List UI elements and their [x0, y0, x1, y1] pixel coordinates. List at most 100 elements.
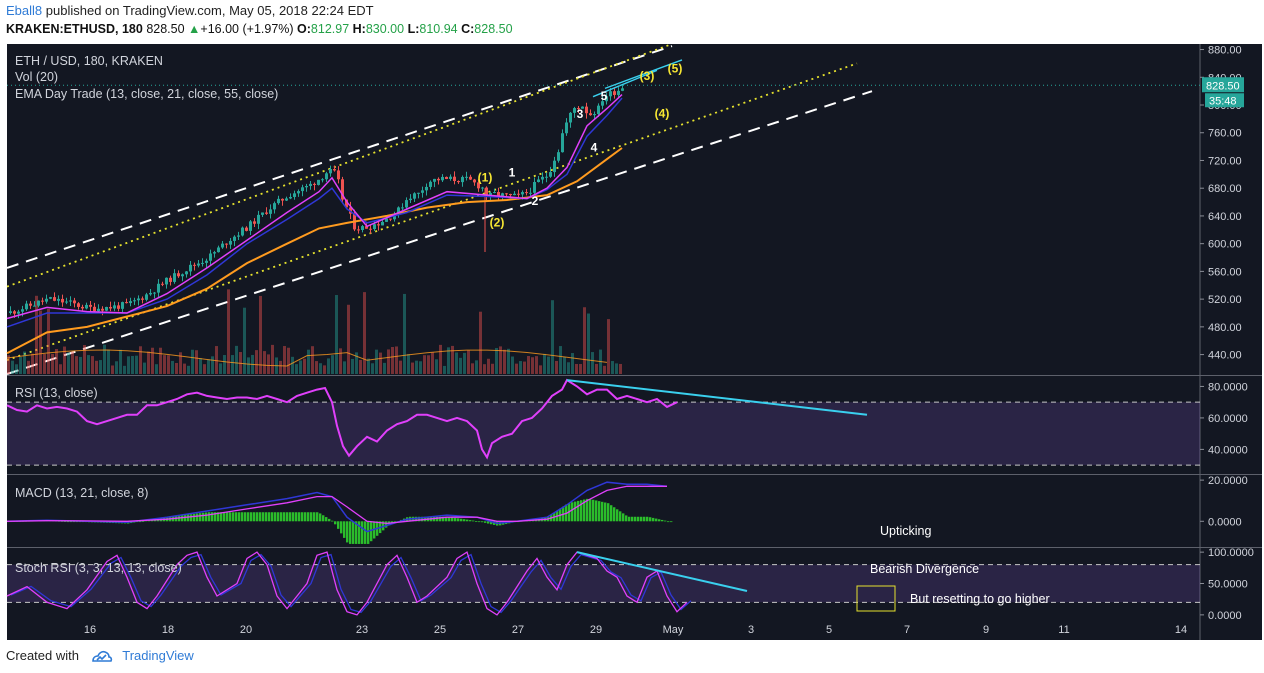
- macd-tick-label: 20.0000: [1208, 475, 1248, 487]
- macd-hist-bar: [355, 521, 358, 544]
- wave-label: 2: [532, 194, 539, 208]
- candle-body: [161, 283, 164, 285]
- macd-hist-bar: [571, 502, 574, 522]
- candle-body: [521, 192, 524, 195]
- volume-bar: [7, 355, 10, 374]
- macd-hist-bar: [217, 512, 220, 522]
- volume-bar: [63, 346, 66, 374]
- volume-bar: [91, 356, 94, 374]
- volume-bar: [179, 352, 182, 374]
- candle-body: [317, 179, 320, 185]
- volume-bar: [619, 363, 622, 374]
- macd-hist-bar: [301, 512, 304, 522]
- macd-hist-bar: [319, 513, 322, 522]
- time-tick-label: 16: [84, 624, 96, 636]
- candle-body: [237, 235, 240, 237]
- volume-bar: [159, 347, 162, 374]
- candle-body: [297, 191, 300, 194]
- candle-body: [421, 190, 424, 193]
- price-tick-label: 600.00: [1208, 239, 1242, 251]
- candle-body: [257, 214, 260, 224]
- tradingview-brand[interactable]: TradingView: [122, 648, 194, 663]
- rsi-title: RSI (13, close): [15, 386, 98, 400]
- macd-hist-bar: [631, 516, 634, 522]
- macd-hist-bar: [625, 515, 628, 522]
- ema-13-line: [6, 94, 623, 320]
- volume-bar: [243, 307, 246, 374]
- macd-hist-bar: [637, 516, 640, 522]
- volume-bar: [271, 344, 274, 374]
- macd-hist-bar: [418, 516, 421, 522]
- volume-bar: [47, 308, 50, 374]
- candle-body: [273, 203, 276, 210]
- volume-bar: [31, 353, 34, 374]
- candle-body: [129, 301, 132, 304]
- macd-hist-bar: [574, 501, 577, 522]
- publisher-name[interactable]: Eball8: [6, 3, 43, 18]
- macd-hist-bar: [214, 512, 217, 522]
- volume-bar: [363, 292, 366, 374]
- last-price-badge-label: 828.50: [1206, 80, 1240, 92]
- candle-body: [437, 178, 440, 181]
- candle-body: [589, 113, 592, 116]
- wave-label: (4): [655, 106, 670, 120]
- volume-bar: [583, 307, 586, 374]
- macd-hist-bar: [490, 521, 493, 525]
- candle-body: [429, 181, 432, 187]
- volume-bar: [439, 344, 442, 374]
- candle-body: [101, 308, 104, 311]
- macd-hist-bar: [199, 513, 202, 522]
- volume-bar: [595, 363, 598, 374]
- rsi-trend-line: [566, 379, 868, 416]
- macd-hist-bar: [643, 516, 646, 522]
- candle-body: [125, 302, 128, 304]
- macd-hist-bar: [325, 517, 328, 522]
- macd-hist-bar: [241, 512, 244, 522]
- macd-hist-bar: [253, 512, 256, 522]
- macd-hist-bar: [346, 521, 349, 543]
- volume-bar: [127, 356, 130, 374]
- candle-body: [337, 170, 340, 180]
- volume-bar: [343, 361, 346, 374]
- volume-bar: [291, 356, 294, 374]
- time-tick-label: 29: [590, 624, 602, 636]
- volume-bar: [199, 358, 202, 374]
- ema-55-line: [6, 147, 623, 355]
- candle-body: [57, 298, 60, 301]
- macd-hist-bar: [271, 512, 274, 522]
- candle-body: [109, 306, 112, 309]
- macd-hist-bar: [337, 521, 340, 529]
- candle-body: [441, 176, 444, 181]
- macd-hist-bar: [484, 521, 487, 523]
- candle-body: [145, 294, 148, 300]
- candle-body: [489, 193, 492, 196]
- volume-bar: [43, 353, 46, 374]
- price-tick-label: 880.00: [1208, 45, 1242, 57]
- volume-bar: [511, 356, 514, 374]
- candle-body: [465, 176, 468, 178]
- time-tick-label: 20: [240, 624, 252, 636]
- candle-body: [77, 303, 80, 307]
- volume-bar: [191, 349, 194, 374]
- candle-body: [545, 176, 548, 178]
- candle-body: [601, 101, 604, 106]
- volume-bar: [403, 293, 406, 374]
- time-axis-background: [7, 618, 1200, 640]
- last-price-badge: [1202, 77, 1244, 93]
- macd-hist-bar: [445, 516, 448, 522]
- candle-body: [425, 186, 428, 191]
- candle-body: [537, 179, 540, 183]
- wave-label: (3): [640, 69, 655, 83]
- volume-bar: [103, 344, 106, 374]
- time-tick-label: 27: [512, 624, 524, 636]
- macd-hist-bar: [661, 519, 664, 522]
- candle-body: [229, 240, 232, 245]
- low-label: L:: [407, 22, 420, 36]
- macd-hist-bar: [655, 518, 658, 522]
- volume-bar: [391, 346, 394, 374]
- candle-body: [501, 193, 504, 197]
- macd-hist-bar: [634, 516, 637, 522]
- channel-dashed-line: [6, 90, 873, 375]
- volume-bar: [503, 349, 506, 374]
